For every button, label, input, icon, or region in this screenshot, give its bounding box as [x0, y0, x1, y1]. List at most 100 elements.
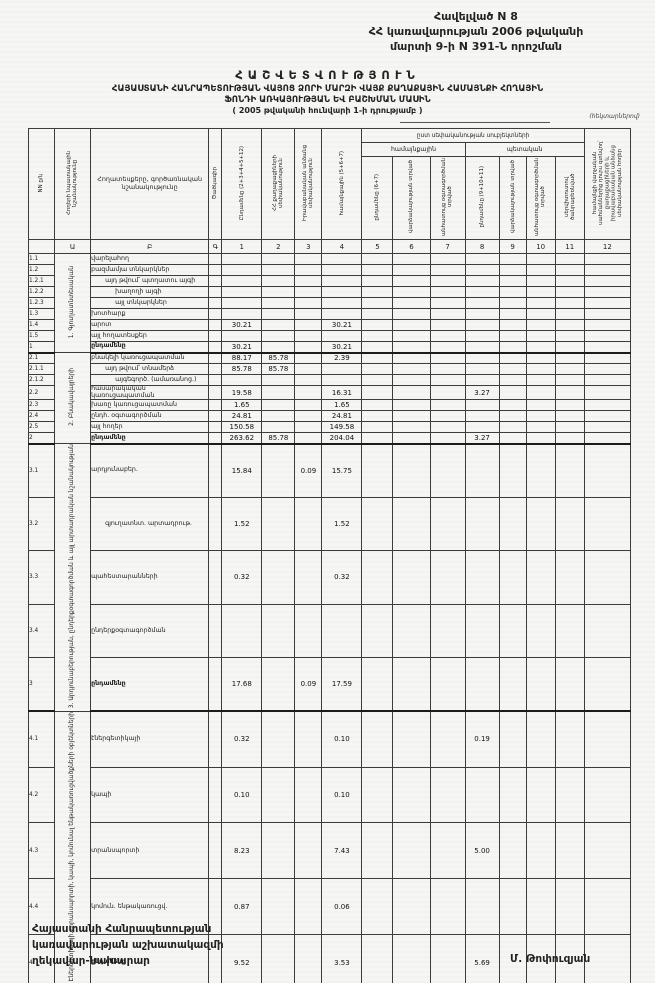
col-header-community-total-label: ընդամենը (6+7)	[374, 173, 381, 221]
value-cell-col11	[554, 384, 585, 401]
value-cell-col11	[554, 319, 585, 331]
col-header-outside-boundaries-label: համայնքի վարչական սահմաններից դուրս գտնվ…	[591, 140, 623, 226]
value-cell-col1: 9.52	[221, 934, 263, 983]
value-cell-col7	[429, 710, 466, 768]
row-code: 1.2.1	[27, 275, 56, 287]
row-code: 2.1.2	[27, 374, 56, 386]
value-cell-col1: 17.68	[221, 657, 263, 713]
value-cell-col4	[321, 330, 363, 342]
value-cell-col3	[294, 253, 323, 265]
value-cell-col9	[498, 399, 527, 412]
row-code: 4.2	[27, 766, 56, 824]
value-cell-col5	[361, 330, 394, 342]
value-cell-col2	[261, 934, 296, 983]
row-label: այդ թվում՝ տնամերձ	[90, 363, 210, 375]
value-cell-col4: 0.10	[321, 766, 363, 824]
row-code: 3	[27, 657, 56, 713]
code-cell	[208, 374, 223, 386]
value-cell-col3	[294, 399, 323, 412]
code-cell	[208, 264, 223, 276]
value-cell-col2	[261, 710, 296, 768]
value-cell-col12	[583, 363, 632, 375]
col-header-nn: NN ը/կ	[27, 128, 56, 240]
col-header-legal-entities: Իրավաբանական անձանց սեփականություն	[294, 128, 323, 240]
value-cell-col7	[429, 308, 466, 320]
value-cell-col11	[554, 421, 585, 434]
col-header-total: Ընդամենը (2+3+4+5+12)	[221, 128, 263, 240]
table-header: NN ը/կ Հողերի նպատակային նշանակությունը Հո…	[27, 128, 632, 254]
col-header-code: Ծածկագիր	[208, 128, 223, 240]
value-cell-col3	[294, 363, 323, 375]
value-cell-col6	[392, 264, 431, 276]
value-cell-col5	[361, 275, 394, 287]
header-row-subcolumns: ընդամենը (6+7) վարձակալության տրված անհատո…	[29, 156, 631, 240]
value-cell-col3	[294, 934, 323, 983]
row-label: ընդամենը	[90, 934, 210, 983]
col-header-code-label: Ծածկագիր	[212, 166, 219, 200]
value-cell-col8: 0.19	[464, 710, 500, 768]
value-cell-col4: 204.04	[321, 432, 363, 445]
value-cell-col10	[525, 934, 556, 983]
col-header-community-total: ընդամենը (6+7)	[361, 156, 394, 240]
value-cell-col10	[525, 275, 556, 287]
value-cell-col5	[361, 399, 394, 412]
row-label: ընդամենը	[90, 341, 210, 354]
table-row: 1.1 1. Գյուղատնտեսական վարելահող	[27, 253, 632, 353]
value-cell-col1	[221, 253, 263, 265]
row-label: արդյունաբեր.	[90, 443, 210, 498]
value-cell-col5	[361, 710, 394, 768]
table-row: 1 ընդամենը 30.21 30.21	[27, 341, 632, 354]
value-cell-col5	[361, 432, 394, 445]
code-cell	[208, 934, 223, 983]
value-cell-col12	[583, 421, 632, 434]
code-cell	[208, 603, 223, 659]
col-header-community: համայնքային (5+6+7)	[321, 128, 363, 240]
value-cell-col5	[361, 308, 394, 320]
col-header-state-free-use-label: անհատույց օգտագործման տրված	[534, 157, 547, 237]
value-cell-col12	[583, 319, 632, 331]
value-cell-col5	[361, 878, 394, 936]
value-cell-col9	[498, 443, 527, 498]
value-cell-col12	[583, 934, 632, 983]
appendix-line-2: ՀՀ կառավարության 2006 թվականի	[368, 24, 584, 38]
col-header-state-free-use: անհատույց օգտագործման տրված	[525, 156, 556, 240]
value-cell-col1: 263.62	[221, 432, 263, 445]
value-cell-col3	[294, 374, 323, 386]
value-cell-col6	[392, 878, 431, 936]
value-cell-col3	[294, 421, 323, 434]
value-cell-col11	[554, 399, 585, 412]
value-cell-col7	[429, 264, 466, 276]
value-cell-col4	[321, 308, 363, 320]
section-name-cell: 2. Բնակավայրերի	[54, 351, 92, 445]
value-cell-col2	[261, 253, 296, 265]
value-cell-col11	[554, 766, 585, 824]
code-cell	[208, 710, 223, 768]
value-cell-col3	[294, 410, 323, 423]
value-cell-col4: 0.32	[321, 550, 363, 605]
value-cell-col9	[498, 352, 527, 364]
value-cell-col11	[554, 352, 585, 364]
code-cell	[208, 297, 223, 309]
value-cell-col2	[261, 550, 296, 605]
value-cell-col8: 3.27	[464, 384, 500, 401]
value-cell-col12	[583, 286, 632, 298]
column-number-cell: 3	[294, 239, 323, 254]
value-cell-col2	[261, 319, 296, 331]
value-cell-col3	[294, 822, 323, 880]
value-cell-col6	[392, 341, 431, 354]
value-cell-col11	[554, 710, 585, 768]
value-cell-col4	[321, 253, 363, 265]
value-cell-col7	[429, 657, 466, 713]
value-cell-col12	[583, 432, 632, 445]
value-cell-col1: 24.81	[221, 410, 263, 423]
value-cell-col9	[498, 410, 527, 423]
value-cell-col10	[525, 363, 556, 375]
column-number-cell: 11	[554, 239, 585, 254]
value-cell-col2	[261, 443, 296, 498]
code-cell	[208, 822, 223, 880]
value-cell-col11	[554, 308, 585, 320]
value-cell-col11	[554, 550, 585, 605]
value-cell-col1	[221, 374, 263, 386]
column-number-cell: 9	[498, 239, 527, 254]
value-cell-col3	[294, 352, 323, 364]
